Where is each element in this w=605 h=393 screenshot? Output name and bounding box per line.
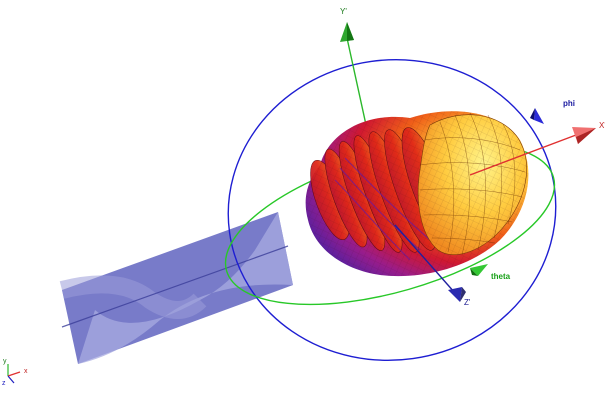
blue-arrowhead-icon: [534, 108, 544, 124]
x-axis: [469, 127, 596, 176]
x-axis-label: X': [599, 121, 605, 130]
blue-cone-icon: [448, 287, 462, 302]
z-axis: [394, 224, 466, 302]
triad-x-label: x: [24, 368, 28, 375]
z-axis-label: Z': [464, 298, 471, 307]
theta-label: theta: [491, 272, 511, 281]
triad-y-label: y: [3, 358, 7, 365]
orientation-triad: y x z: [2, 358, 28, 387]
triad-z-label: z: [2, 380, 6, 387]
y-axis-label: Y': [340, 7, 347, 16]
radiation-pattern[interactable]: [302, 111, 529, 277]
phi-label: phi: [563, 99, 575, 108]
green-arrowhead-icon: [470, 264, 488, 276]
antenna-structure: [59, 212, 293, 364]
